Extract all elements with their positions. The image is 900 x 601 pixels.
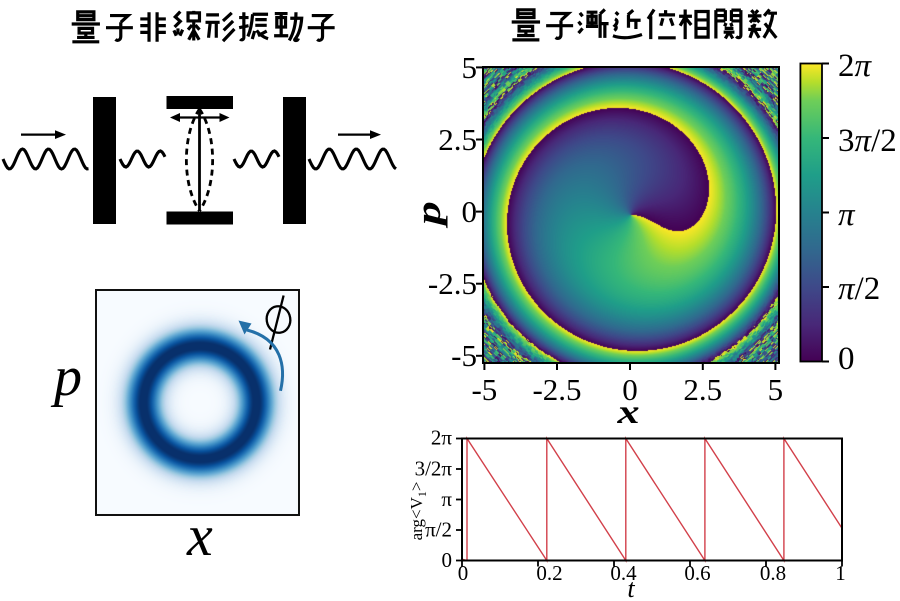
svg-text:arg<V1>: arg<V1>: [407, 482, 429, 541]
svg-text:0.8: 0.8: [760, 561, 786, 585]
svg-text:2π: 2π: [431, 430, 453, 450]
svg-text:0: 0: [442, 548, 453, 572]
svg-text:3/2π: 3/2π: [415, 457, 453, 481]
svg-text:0: 0: [458, 561, 469, 585]
svg-text:π: π: [441, 487, 452, 511]
svg-text:0.4: 0.4: [610, 561, 637, 585]
svg-text:π/2: π/2: [425, 518, 452, 542]
svg-text:t: t: [627, 574, 635, 601]
svg-text:1: 1: [835, 561, 846, 585]
svg-text:0.2: 0.2: [536, 561, 562, 585]
svg-text:0.6: 0.6: [684, 561, 710, 585]
